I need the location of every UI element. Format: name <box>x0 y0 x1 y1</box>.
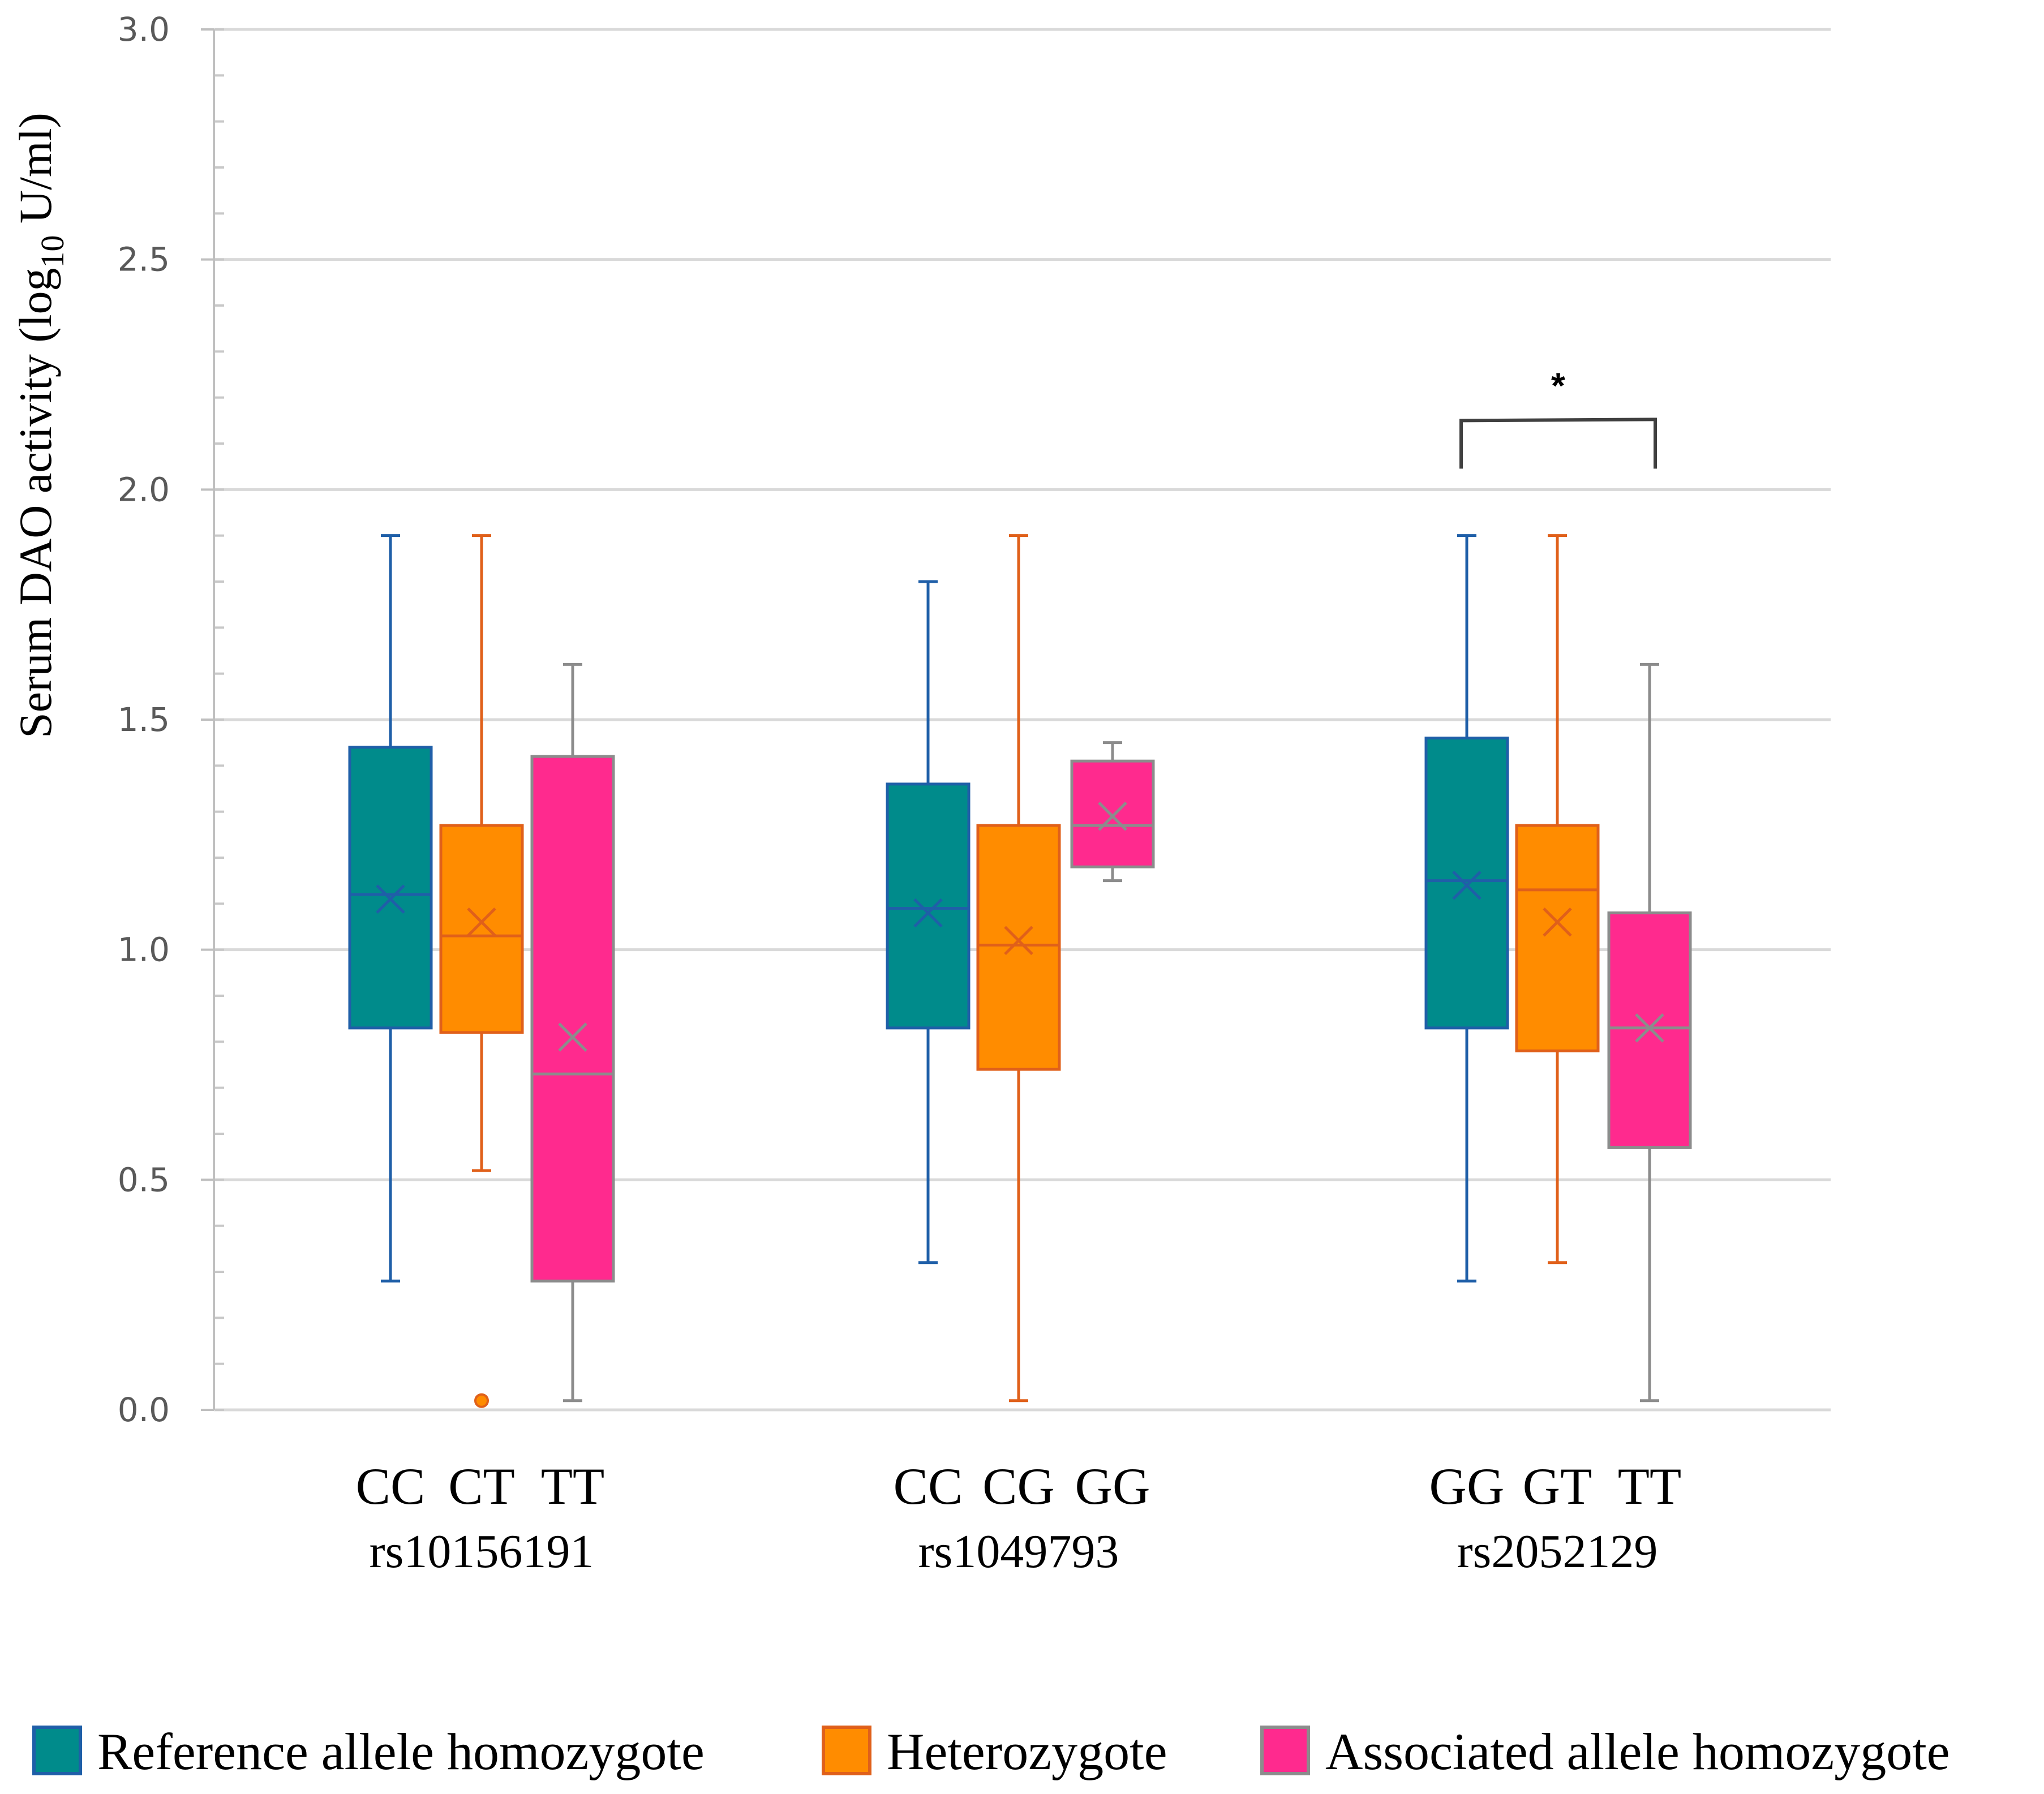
box-rs2052129-GG <box>1424 534 1509 1283</box>
mean-marker <box>467 907 496 937</box>
outlier-point <box>474 1393 489 1408</box>
x-category-label: GT <box>1523 1457 1592 1515</box>
y-tick-label: 3.0 <box>118 10 170 49</box>
significance-label: * <box>1551 365 1565 406</box>
mean-marker <box>558 1022 587 1052</box>
legend-swatch <box>822 1726 871 1775</box>
x-category-label: TT <box>1618 1457 1681 1515</box>
y-tick-label: 2.0 <box>118 470 170 509</box>
iqr-box <box>348 746 433 1030</box>
mean-marker <box>1098 802 1127 831</box>
x-group-label: rs1049793 <box>918 1525 1119 1578</box>
x-group-label: rs2052129 <box>1457 1525 1658 1578</box>
iqr-box <box>976 824 1061 1071</box>
boxes <box>348 534 1692 1408</box>
gridlines <box>201 28 1831 1412</box>
legend: Reference allele homozygote Heterozygote A… <box>32 1723 1950 1780</box>
mean-marker <box>1004 926 1033 956</box>
mean-marker <box>1635 1013 1664 1043</box>
y-tick-label: 1.0 <box>118 931 170 969</box>
x-category-label: CC <box>894 1457 963 1515</box>
y-tick-label: 1.5 <box>118 700 170 739</box>
bracket-line <box>1459 418 1657 469</box>
mean-marker <box>1543 907 1572 937</box>
y-minor-ticks <box>215 28 224 1411</box>
iqr-box <box>439 824 524 1034</box>
box-rs1049793-CC <box>886 580 971 1264</box>
x-category-label: CC <box>356 1457 426 1515</box>
x-category-label: GG <box>1075 1457 1150 1515</box>
box-rs10156191-CC <box>348 534 433 1283</box>
legend-label: Associated allele homozygote <box>1325 1723 1950 1780</box>
x-category-label: GG <box>1429 1457 1505 1515</box>
iqr-box <box>1070 759 1155 868</box>
iqr-box <box>530 755 615 1283</box>
iqr-box <box>1607 911 1692 1149</box>
x-category-label: CG <box>982 1457 1055 1515</box>
y-axis-label: Serum DAO activity (log10 U/ml) <box>10 113 71 738</box>
legend-label: Heterozygote <box>887 1723 1167 1780</box>
x-category-label: TT <box>541 1457 604 1515</box>
x-axis-labels: CC CT TT rs10156191 CC CG GG rs1049793 GG GT TT rs2… <box>356 1457 1682 1578</box>
mean-marker <box>376 884 405 914</box>
box-rs10156191-CT <box>439 534 524 1408</box>
legend-swatch <box>32 1726 82 1775</box>
y-tick-label: 0.5 <box>118 1160 170 1199</box>
legend-item: Reference allele homozygote <box>32 1723 705 1780</box>
box-rs2052129-TT <box>1607 662 1692 1402</box>
legend-item: Associated allele homozygote <box>1260 1723 1950 1780</box>
box-rs1049793-CG <box>976 534 1061 1402</box>
iqr-box <box>1515 824 1600 1053</box>
y-tick-label: 0.0 <box>118 1391 170 1429</box>
mean-marker <box>913 898 943 928</box>
legend-item: Heterozygote <box>822 1723 1167 1780</box>
y-tick-labels: 0.0 0.5 1.0 1.5 2.0 2.5 3.0 <box>118 10 170 1429</box>
mean-marker <box>1452 871 1482 900</box>
significance-bracket: * <box>1459 365 1657 469</box>
box-rs2052129-GT <box>1515 534 1600 1264</box>
legend-swatch <box>1260 1726 1310 1775</box>
x-group-label: rs10156191 <box>370 1525 594 1578</box>
legend-label: Reference allele homozygote <box>97 1723 705 1780</box>
iqr-box <box>886 782 971 1030</box>
x-category-label: CT <box>448 1457 515 1515</box>
box-rs10156191-TT <box>530 662 615 1402</box>
y-tick-label: 2.5 <box>118 240 170 279</box>
iqr-box <box>1424 737 1509 1030</box>
box-rs1049793-GG <box>1070 741 1155 883</box>
